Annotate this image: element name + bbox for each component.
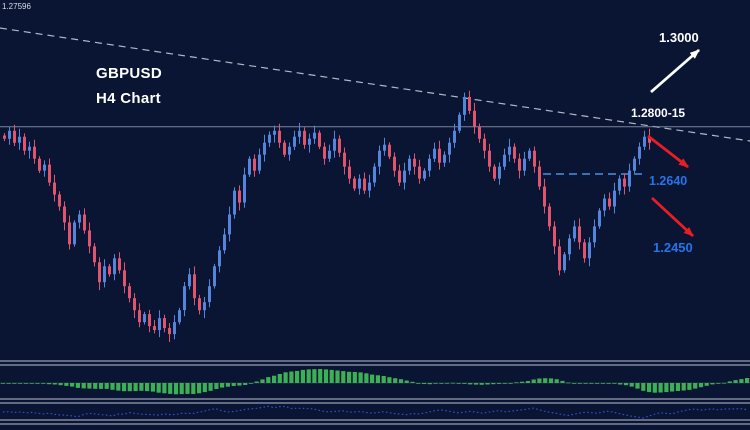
timeframe-title: H4 Chart [96, 90, 161, 107]
descending-trendline [0, 27, 750, 142]
resistance-zone-label: 1.2800-15 [631, 106, 686, 120]
oscillator-line [2, 405, 748, 419]
bearish-arrow-1 [647, 134, 689, 169]
candlestick-series [3, 90, 651, 342]
bearish-arrow-2 [651, 196, 694, 238]
symbol-title: GBPUSD [96, 65, 162, 82]
awesome-oscillator-histogram [0, 369, 750, 395]
current-price-label: 1.27596 [2, 2, 31, 11]
bullish-arrow [650, 48, 700, 94]
support-level-label: 1.2640 [649, 174, 688, 188]
bullish-target-label: 1.3000 [659, 30, 699, 45]
bearish-target-label: 1.2450 [653, 240, 693, 255]
